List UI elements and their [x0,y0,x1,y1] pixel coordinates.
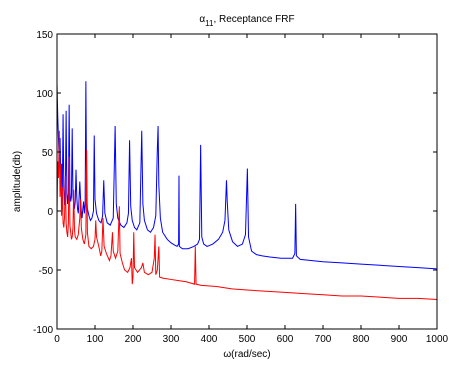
x-tick-label: 900 [391,334,408,345]
title-symbol: α [199,14,205,25]
x-tick-label: 1000 [426,334,449,345]
y-tick-label: 150 [36,30,53,41]
x-tick-label: 400 [201,334,218,345]
title-subscript: 11 [205,19,214,28]
x-tick-label: 100 [87,334,104,345]
x-tick-label: 600 [277,334,294,345]
series-line-1 [56,81,438,270]
series-line-2 [56,130,438,300]
x-tick-label: 700 [315,334,332,345]
title-rest: , Receptance FRF [213,14,294,25]
tick-layer: 0 100 200 300 400 500 600 700 800 900 1000 -100 -50 0… [33,30,449,345]
x-tick-label: 500 [239,334,256,345]
x-tick-label: 300 [163,334,180,345]
chart-title: α11, Receptance FRF [199,14,294,28]
x-tick-label: 800 [353,334,370,345]
y-tick-label: -50 [39,266,54,277]
y-tick-label: 100 [36,89,53,100]
y-tick-label: 50 [42,148,54,159]
x-axis-label: ω(rad/sec) [223,349,270,360]
y-tick-label: -100 [33,325,53,336]
x-tick-label: 0 [54,334,60,345]
y-axis-label: amplitude(db) [12,151,23,212]
y-tick-label: 0 [47,207,53,218]
plot-data-layer [56,81,438,300]
x-tick-label: 200 [125,334,142,345]
